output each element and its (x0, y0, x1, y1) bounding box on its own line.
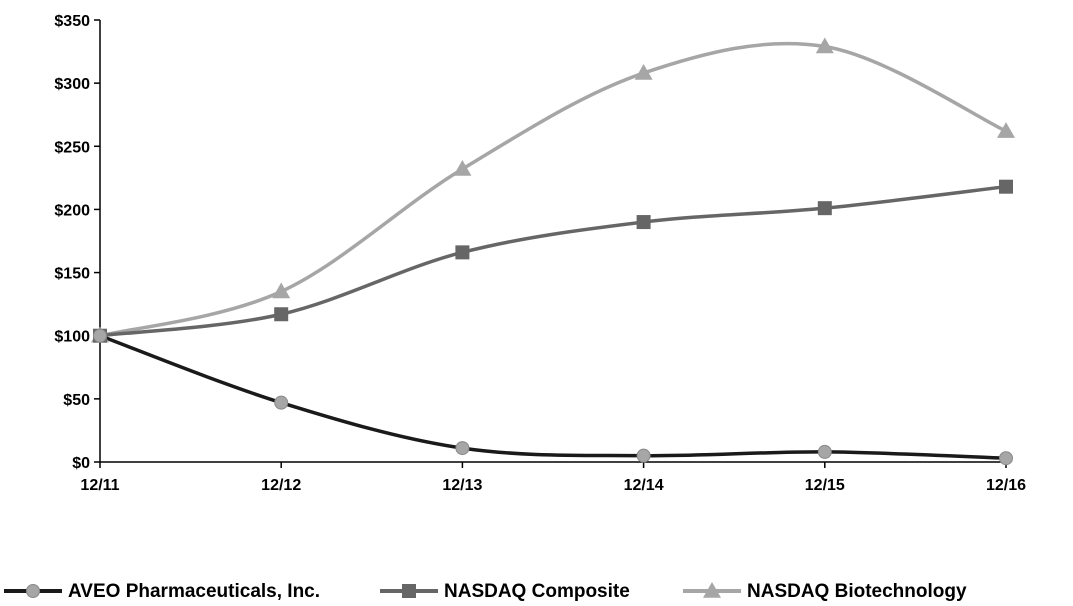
data-point-0-4 (817, 444, 832, 459)
series-line-1 (99, 184, 1007, 338)
legend-marker (26, 584, 40, 598)
y-tick-label: $200 (54, 202, 90, 219)
y-tick-label: $250 (54, 139, 90, 156)
x-tick-label: 12/16 (986, 477, 1026, 494)
data-point-0-2 (455, 441, 470, 456)
x-tick-label: 12/12 (261, 477, 301, 494)
data-point-1-5 (999, 179, 1013, 194)
y-tick-label: $0 (72, 455, 90, 472)
data-point-0-1 (274, 395, 289, 410)
data-point-2-5 (997, 122, 1015, 138)
y-tick-label: $300 (54, 76, 90, 93)
y-tick-label: $150 (54, 266, 90, 283)
x-tick-label: 12/11 (80, 477, 119, 494)
legend-label: AVEO Pharmaceuticals, Inc. (68, 581, 320, 602)
data-point-0-5 (999, 451, 1013, 466)
data-point-0-0 (93, 328, 107, 343)
legend-item-0: AVEO Pharmaceuticals, Inc. (4, 581, 320, 602)
legend-marker (402, 584, 416, 598)
series-markers (91, 37, 1015, 466)
data-point-1-1 (274, 307, 289, 322)
series-lines (99, 41, 1007, 460)
y-tick-label: $50 (63, 392, 90, 409)
axes (99, 20, 1006, 463)
data-point-2-2 (453, 160, 472, 176)
y-tick-label: $350 (54, 13, 90, 30)
data-point-0-3 (636, 448, 651, 463)
data-point-2-4 (815, 37, 834, 54)
legend-item-2: NASDAQ Biotechnology (683, 581, 967, 602)
legend-label: NASDAQ Composite (444, 581, 630, 602)
series-line-0 (99, 334, 1007, 460)
y-tick-labels: $0 $50 $100 $150 $200 $250 $300 $350 (54, 13, 100, 472)
data-point-1-2 (455, 245, 470, 260)
y-tick-label: $100 (54, 329, 90, 346)
data-point-1-4 (817, 201, 832, 216)
legend-label: NASDAQ Biotechnology (747, 581, 967, 602)
x-tick-label: 12/15 (805, 477, 845, 494)
x-tick-label: 12/14 (624, 477, 664, 494)
data-point-1-3 (636, 215, 651, 230)
legend-item-1: NASDAQ Composite (380, 581, 630, 602)
data-point-2-1 (272, 282, 291, 299)
series-line-2 (99, 41, 1007, 338)
data-point-2-3 (634, 64, 653, 80)
x-tick-label: 12/13 (442, 477, 482, 494)
x-tick-labels: 12/11 12/12 12/13 12/14 12/15 12/16 (80, 462, 1026, 494)
legend: AVEO Pharmaceuticals, Inc. NASDAQ Composi… (4, 581, 967, 602)
legend-marker (703, 582, 721, 598)
